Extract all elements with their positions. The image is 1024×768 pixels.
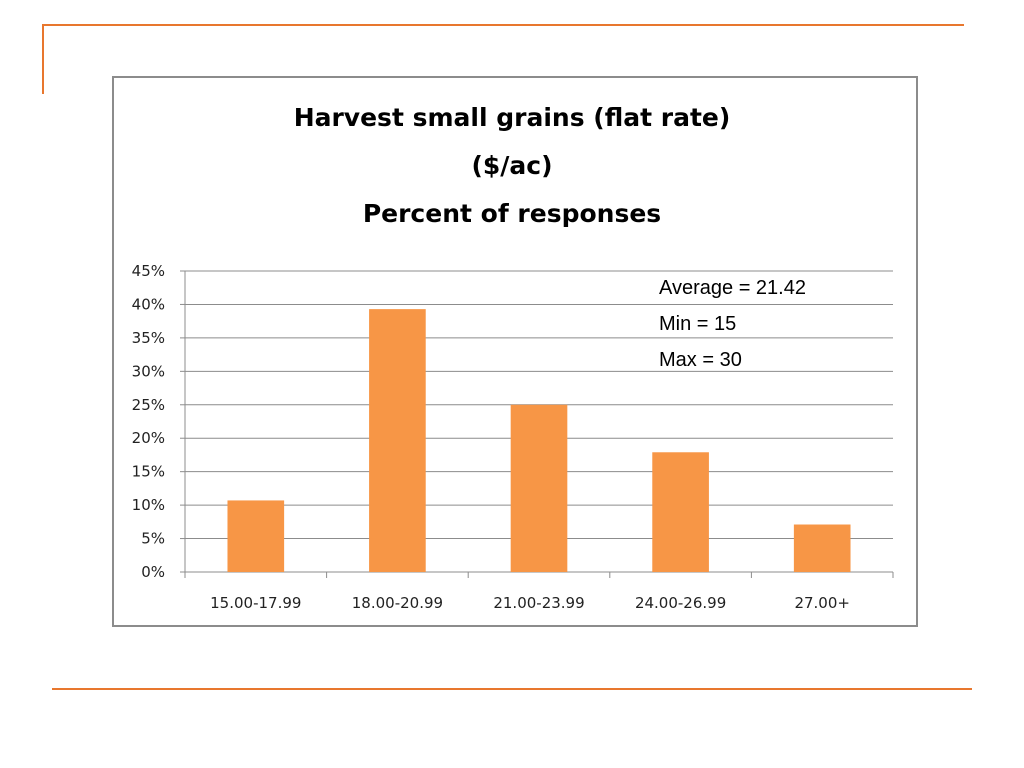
annotation-average: Average = 21.42 — [659, 277, 806, 299]
y-tick-label: 5% — [141, 530, 165, 548]
annotation-max: Max = 30 — [659, 349, 742, 371]
y-tick-label: 35% — [132, 329, 165, 347]
chart-title-line-3: Percent of responses — [362, 199, 662, 228]
x-tick-label: 24.00-26.99 — [635, 594, 726, 612]
chart-title-line-1: Harvest small grains (flat rate) — [293, 103, 731, 132]
bottom-accent-line — [52, 688, 972, 690]
y-tick-label: 15% — [132, 463, 165, 481]
x-tick-label: 15.00-17.99 — [210, 594, 301, 612]
y-tick-label: 25% — [132, 396, 165, 414]
bar — [793, 524, 851, 572]
x-tick-label: 27.00+ — [794, 594, 850, 612]
y-tick-label: 40% — [132, 295, 165, 313]
y-tick-label: 45% — [132, 262, 165, 280]
top-accent-line — [42, 24, 964, 26]
x-tick-label: 21.00-23.99 — [493, 594, 584, 612]
annotation-min: Min = 15 — [659, 313, 737, 335]
bar — [227, 500, 285, 572]
left-accent-line — [42, 24, 44, 94]
x-tick-label: 18.00-20.99 — [352, 594, 443, 612]
chart-title-line-2: ($/ac) — [471, 151, 553, 180]
bar — [510, 404, 568, 572]
y-tick-label: 30% — [132, 362, 165, 380]
y-tick-label: 10% — [132, 496, 165, 514]
y-tick-label: 0% — [141, 563, 165, 581]
bar — [652, 452, 709, 572]
y-tick-label: 20% — [132, 429, 165, 447]
bar — [369, 309, 426, 572]
